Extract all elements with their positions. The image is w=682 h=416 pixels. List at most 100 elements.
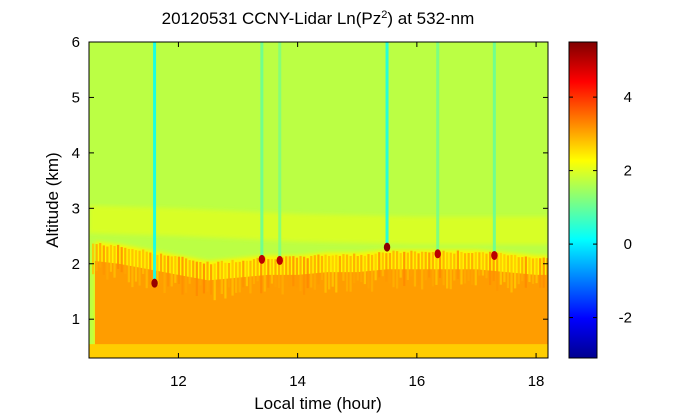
plot-frame — [88, 41, 549, 359]
plot-area — [89, 42, 548, 358]
plume — [163, 255, 166, 294]
plume — [281, 257, 284, 295]
plume — [285, 256, 288, 282]
plume — [499, 252, 502, 285]
plume — [299, 256, 302, 292]
plume — [156, 254, 159, 285]
plume — [210, 264, 213, 295]
plume — [442, 250, 445, 286]
colorbar — [568, 41, 598, 359]
plume — [542, 257, 545, 288]
plume — [303, 256, 306, 295]
plume — [385, 253, 388, 282]
cloud-streak — [436, 42, 440, 253]
plume — [184, 258, 188, 293]
x-axis-label: Local time (hour) — [254, 394, 382, 413]
plume — [238, 261, 241, 293]
plume — [91, 243, 95, 275]
plume — [288, 256, 291, 288]
x-tick-label: 16 — [409, 373, 426, 390]
x-axis: 12 14 16 18 — [170, 42, 544, 390]
plume — [310, 255, 313, 288]
plume — [370, 254, 374, 292]
plume — [192, 260, 195, 288]
near-surface-layer — [89, 344, 548, 358]
plume — [263, 257, 266, 292]
plume — [438, 252, 442, 278]
plume — [252, 259, 256, 285]
plume — [406, 252, 409, 281]
y-tick-label: 6 — [72, 34, 80, 51]
plume — [142, 249, 145, 274]
plume — [127, 248, 130, 283]
colorbar-ticks: -2 0 2 4 — [569, 89, 632, 327]
plume — [274, 259, 277, 288]
plume — [467, 252, 470, 281]
plume — [277, 258, 281, 288]
plume — [395, 251, 399, 289]
plume — [449, 252, 452, 290]
plume — [471, 253, 474, 285]
plume — [381, 252, 384, 277]
plume — [224, 262, 227, 299]
plume — [328, 255, 331, 290]
cloud-streak — [278, 42, 282, 259]
plume — [260, 258, 263, 294]
colorbar-tick-label: -2 — [619, 310, 632, 327]
plume — [109, 244, 113, 272]
plume — [195, 261, 198, 296]
plume — [270, 259, 274, 284]
plume — [313, 255, 316, 290]
colorbar-tick-label: 0 — [624, 236, 632, 253]
plume — [149, 252, 152, 285]
plume — [463, 253, 467, 284]
plume — [496, 252, 499, 291]
plume — [99, 243, 102, 268]
plume — [431, 252, 434, 287]
plume — [134, 250, 138, 282]
hot-spot — [151, 278, 158, 288]
plume — [331, 255, 334, 287]
plume — [181, 256, 184, 295]
plume — [267, 259, 270, 288]
plume — [488, 251, 492, 286]
plume — [120, 247, 123, 273]
plume — [145, 251, 148, 289]
plume — [435, 252, 438, 285]
plume — [231, 259, 234, 296]
plume — [378, 252, 381, 278]
hot-spot — [383, 242, 391, 252]
plume — [421, 251, 424, 290]
plume — [295, 257, 299, 288]
plume — [324, 254, 327, 293]
plume — [514, 254, 517, 289]
x-tick-label: 12 — [170, 373, 187, 390]
cloud-streak — [153, 42, 157, 281]
plume — [474, 252, 477, 286]
plume — [202, 263, 206, 294]
plume — [317, 254, 320, 285]
plume — [388, 253, 392, 284]
plume — [138, 250, 141, 286]
y-tick-label: 3 — [72, 200, 80, 217]
plume — [460, 251, 463, 285]
plume — [213, 263, 216, 301]
plume — [242, 260, 245, 288]
cloud-streak — [385, 42, 389, 248]
plume — [453, 253, 456, 281]
plume — [188, 260, 191, 284]
plume — [531, 258, 535, 284]
plume — [256, 257, 259, 282]
y-tick-label: 5 — [72, 89, 80, 106]
y-axis-label: Altitude (km) — [43, 152, 62, 247]
plume — [363, 255, 367, 285]
plume — [492, 255, 495, 282]
plume — [117, 244, 120, 269]
plume — [506, 255, 510, 289]
plume — [199, 262, 202, 286]
plume — [485, 253, 488, 279]
plume — [349, 255, 352, 292]
cloud-streak — [260, 42, 264, 259]
plume — [292, 256, 295, 287]
